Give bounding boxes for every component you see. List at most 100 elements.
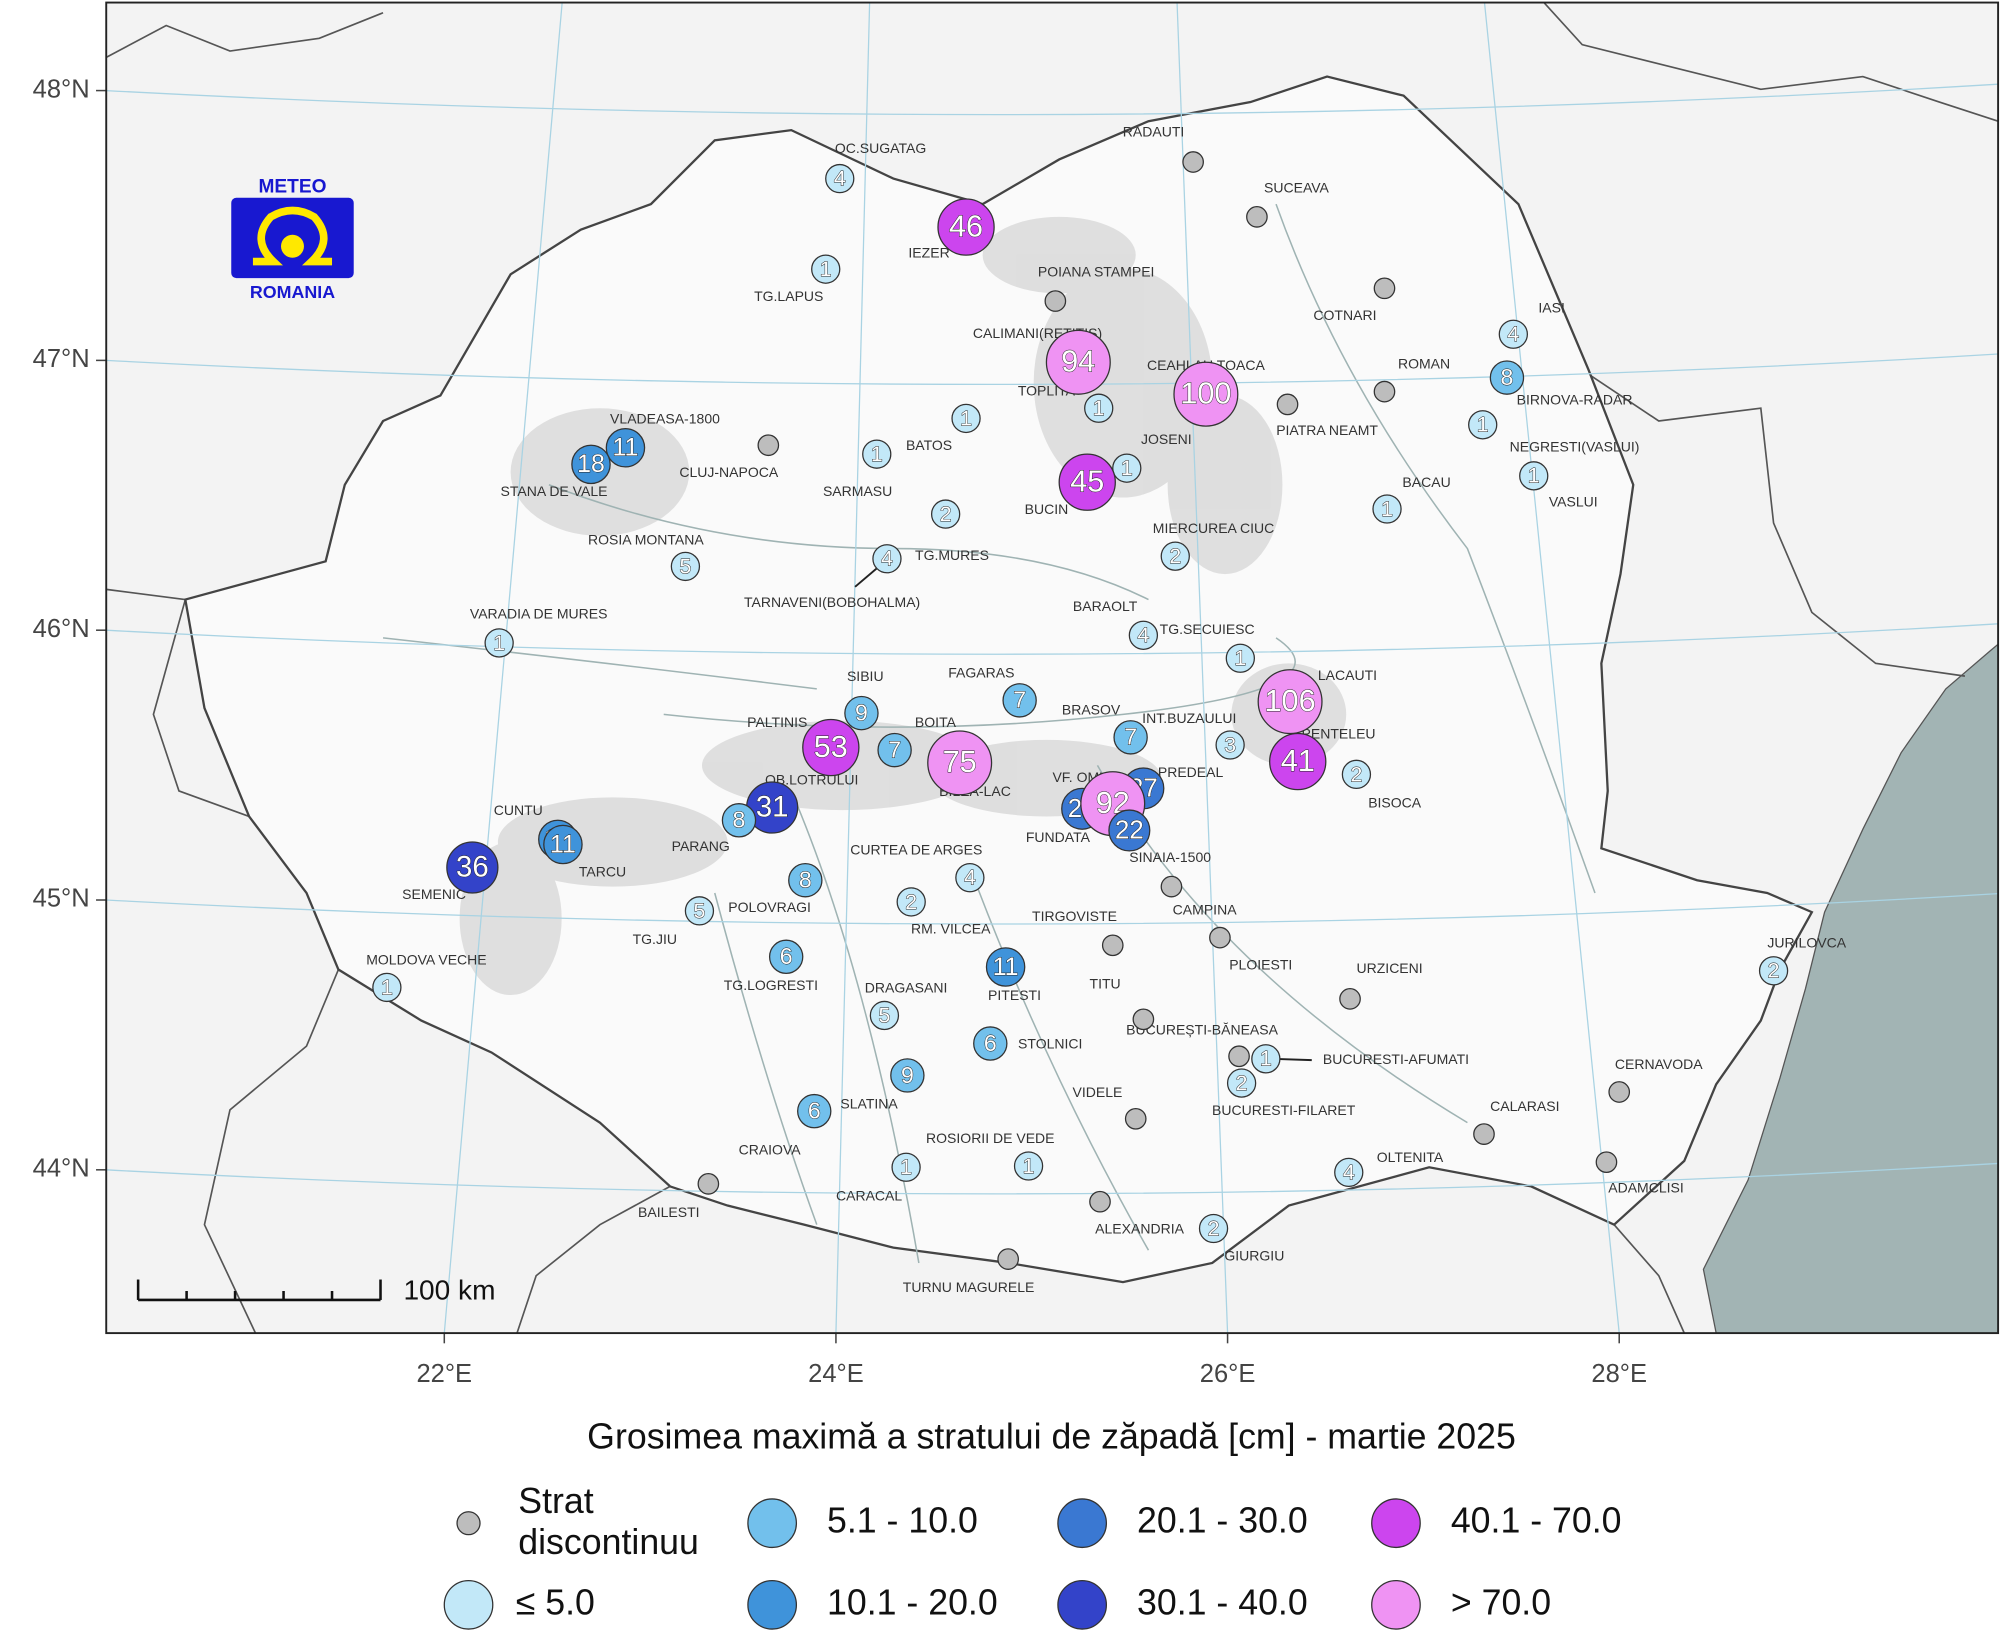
station-marker (1269, 732, 1327, 791)
station-value: 4 (881, 547, 893, 571)
station-marker (1160, 541, 1190, 571)
station-marker (1608, 1081, 1631, 1103)
station-value: 1 (900, 1155, 912, 1179)
station-marker (1124, 1107, 1147, 1130)
station-value: 1 (871, 442, 883, 466)
station-value: 2 (1350, 762, 1362, 786)
station-label: RADAUTI (1123, 123, 1185, 139)
station-label: BIRNOVA-RADAR (1517, 391, 1633, 407)
station-marker (1112, 453, 1142, 483)
station-marker (937, 198, 995, 256)
station-value: 9 (901, 1062, 914, 1088)
station-value: 1 (820, 257, 832, 281)
logo-sun (281, 234, 304, 258)
station-label: BATOS (906, 437, 952, 453)
station-value: 5 (878, 1003, 890, 1027)
station-marker (951, 403, 981, 434)
station-label: TG.LOGRESTI (724, 977, 818, 993)
station-value: 22 (1115, 817, 1144, 845)
station-marker (1595, 1151, 1618, 1174)
legend-title: Grosimea maximă a stratului de zăpadă [c… (587, 1416, 1516, 1456)
station-value: 4 (964, 866, 976, 890)
station-marker (697, 1173, 720, 1195)
station-marker (896, 887, 926, 917)
station-value: 100 (1180, 377, 1231, 411)
station-value: 41 (1281, 744, 1315, 778)
scale-label: 100 km (403, 1275, 495, 1306)
station-value: 7 (888, 736, 901, 762)
station-label: SARMASU (823, 483, 892, 499)
grid-line (443, 2, 563, 1334)
station-marker (1257, 669, 1323, 735)
station-label: BISOCA (1368, 794, 1422, 810)
station-marker (930, 499, 961, 529)
station-marker (684, 896, 715, 926)
station-label: ALEXANDRIA (1095, 1220, 1184, 1236)
grid-line (1176, 2, 1229, 1334)
station-label: TG.MURES (915, 547, 989, 563)
legend-swatch (456, 1511, 481, 1536)
station-marker (1160, 875, 1183, 898)
station-label: ROMAN (1398, 356, 1450, 372)
station-label: MOLDOVA VECHE (366, 951, 486, 967)
lat-tick-label: 48°N (33, 75, 90, 103)
station-label: BARAOLT (1073, 598, 1138, 614)
lon-tick-label: 22°E (417, 1360, 473, 1388)
station-marker (571, 444, 611, 485)
station-label: TITU (1090, 976, 1121, 992)
station-value: 53 (814, 730, 848, 764)
station-marker (890, 1058, 925, 1093)
station-value: 6 (780, 943, 793, 969)
station-marker (927, 730, 993, 796)
station-label: CUNTU (494, 802, 543, 818)
station-label: BACAU (1402, 474, 1450, 490)
station-value: 5 (679, 554, 691, 578)
station-label: STANA DE VALE (501, 483, 608, 499)
station-label: ROSIORII DE VEDE (926, 1130, 1055, 1146)
station-value: 1 (1023, 1154, 1035, 1178)
station-value: 2 (1768, 959, 1780, 983)
station-label: CALARASI (1490, 1098, 1559, 1114)
lon-tick-label: 24°E (808, 1360, 864, 1388)
station-marker (1373, 277, 1396, 300)
station-label: TARNAVENI(BOBOHALMA) (744, 594, 920, 610)
grid-line (1483, 2, 1620, 1334)
station-marker (985, 947, 1026, 987)
station-value: 4 (1137, 623, 1149, 647)
station-value: 4 (1343, 1160, 1355, 1184)
legend-label: 10.1 - 20.0 (827, 1582, 998, 1622)
grid-line (106, 353, 1999, 386)
legend-swatch (747, 1498, 798, 1549)
station-value: 1 (960, 406, 972, 430)
station-marker (1044, 290, 1067, 312)
station-marker (446, 841, 499, 894)
legend-label: 20.1 - 30.0 (1137, 1501, 1308, 1541)
station-marker (1089, 1190, 1111, 1213)
station-marker (1758, 956, 1789, 986)
legend-swatch (1057, 1498, 1108, 1549)
station-marker (1132, 1008, 1155, 1031)
station-marker (1045, 329, 1111, 395)
graticule (106, 2, 1999, 1334)
station-marker (862, 439, 892, 469)
lat-tick-label: 46°N (33, 615, 90, 643)
station-value: 3 (1224, 733, 1236, 757)
station-label: IASI (1538, 299, 1565, 315)
station-marker (1173, 361, 1239, 427)
grid-line (835, 2, 871, 1334)
grid-line (106, 1162, 1999, 1195)
station-value: 1 (1234, 646, 1246, 670)
station-label: TG.LAPUS (754, 288, 823, 304)
station-label: FUNDATA (1026, 829, 1091, 845)
station-value: 1 (1121, 456, 1133, 480)
logo-text: ROMANIA (250, 282, 335, 302)
station-marker (997, 1248, 1019, 1270)
logo: METEO ROMANIA (231, 177, 354, 302)
station-value: 8 (1501, 364, 1514, 390)
station-marker (797, 1093, 832, 1129)
station-label: IEZER (908, 245, 949, 261)
station-label: SINAIA-1500 (1129, 849, 1211, 865)
station-value: 1 (1477, 413, 1489, 437)
legend-label: > 70.0 (1451, 1582, 1551, 1622)
grid-line (106, 892, 1999, 925)
